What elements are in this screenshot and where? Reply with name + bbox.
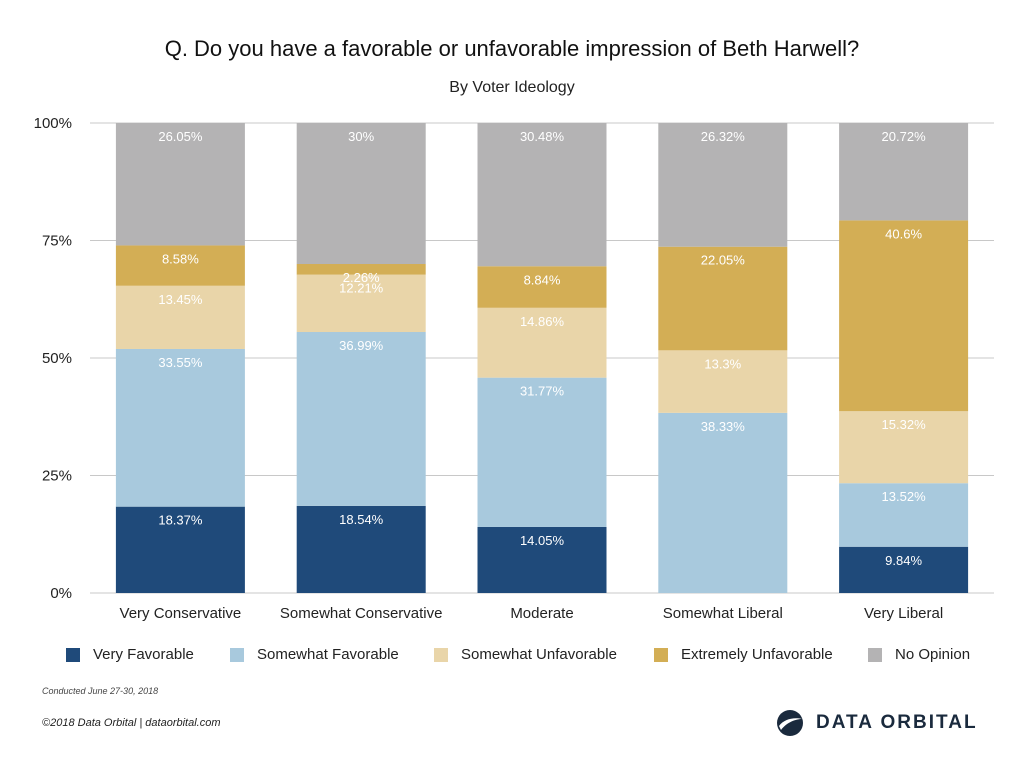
- data-label: 38.33%: [701, 419, 746, 434]
- bar-segment: [839, 483, 969, 547]
- legend-swatch: [868, 648, 882, 662]
- data-label: 22.05%: [701, 253, 746, 268]
- data-label: 13.52%: [882, 489, 927, 504]
- bar-segment: [296, 274, 426, 333]
- data-label: 33.55%: [158, 355, 203, 370]
- data-label: 20.72%: [882, 129, 927, 144]
- bar-segment: [477, 526, 607, 593]
- data-label: 26.05%: [158, 129, 203, 144]
- legend-label: Very Favorable: [93, 646, 194, 663]
- bar-segment: [477, 266, 607, 308]
- x-tick-label: Moderate: [510, 605, 573, 622]
- bar-segment: [296, 332, 426, 506]
- bar-segment: [658, 246, 788, 351]
- data-label: 8.58%: [162, 251, 199, 266]
- survey-date-note: Conducted June 27-30, 2018: [42, 686, 159, 696]
- legend-swatch: [654, 648, 668, 662]
- legend-swatch: [66, 648, 80, 662]
- data-label: 31.77%: [520, 384, 565, 399]
- bar-segment: [839, 123, 969, 221]
- chart-title: Q. Do you have a favorable or unfavorabl…: [164, 36, 860, 61]
- legend-swatch: [434, 648, 448, 662]
- orbital-logo-icon: [777, 710, 803, 736]
- legend-swatch: [230, 648, 244, 662]
- bar-segment: [658, 350, 788, 413]
- data-label: 13.3%: [704, 356, 741, 371]
- bar-segment: [477, 123, 607, 267]
- bar-segment: [839, 220, 969, 412]
- y-tick-label: 25%: [42, 468, 72, 485]
- bar-segment: [115, 245, 245, 286]
- chart-legend: Very Favorable Somewhat Favorable Somewhat…: [66, 646, 996, 666]
- bar-segment: [839, 546, 969, 593]
- data-label: 18.37%: [158, 513, 203, 528]
- bar-segment: [477, 307, 607, 378]
- bar-segment: [115, 348, 245, 507]
- bar-segment: [115, 123, 245, 246]
- legend-label: Somewhat Favorable: [257, 646, 399, 663]
- chart-subtitle: By Voter Ideology: [449, 79, 575, 96]
- data-label: 18.54%: [339, 512, 384, 527]
- y-tick-label: 100%: [34, 115, 72, 132]
- legend-label: Extremely Unfavorable: [681, 646, 833, 663]
- bar-segment: [296, 123, 426, 264]
- x-tick-label: Somewhat Liberal: [663, 605, 783, 622]
- brand-logo: DATA ORBITAL: [776, 707, 991, 739]
- bar-segment: [296, 264, 426, 275]
- x-tick-label: Very Conservative: [120, 605, 242, 622]
- brand-name: DATA ORBITAL: [816, 712, 978, 733]
- legend-label: Somewhat Unfavorable: [461, 646, 617, 663]
- bar-segment: [658, 412, 788, 593]
- stacked-bar-chart: 0% 25% 50% 75% 100% 18.37% 33.55% 13.45% 8.58% 26…: [34, 115, 994, 622]
- data-label: 14.05%: [520, 533, 565, 548]
- y-tick-label: 0%: [50, 585, 72, 602]
- bar-segment: [115, 285, 245, 349]
- data-label: 13.45%: [158, 292, 203, 307]
- data-label: 30.48%: [520, 129, 565, 144]
- bar-segment: [115, 506, 245, 593]
- bar-segment: [477, 377, 607, 527]
- data-label: 8.84%: [524, 272, 561, 287]
- data-label: 26.32%: [701, 129, 746, 144]
- y-tick-label: 50%: [42, 350, 72, 367]
- data-label: 36.99%: [339, 338, 384, 353]
- legend-label: No Opinion: [895, 646, 971, 663]
- bar-segment: [658, 123, 788, 247]
- data-label: 14.86%: [520, 314, 565, 329]
- x-tick-label: Very Liberal: [864, 605, 943, 622]
- x-tick-label: Somewhat Conservative: [280, 605, 443, 622]
- data-label: 12.21%: [339, 281, 384, 296]
- y-tick-label: 75%: [42, 233, 72, 250]
- bar-segment: [296, 505, 426, 593]
- data-label: 9.84%: [885, 553, 922, 568]
- data-label: 30%: [348, 129, 374, 144]
- data-label: 2.26%: [343, 270, 380, 285]
- copyright-text: ©2018 Data Orbital | dataorbital.com: [42, 717, 221, 729]
- data-label: 40.6%: [885, 226, 922, 241]
- data-label: 15.32%: [882, 417, 927, 432]
- bar-segment: [839, 411, 969, 484]
